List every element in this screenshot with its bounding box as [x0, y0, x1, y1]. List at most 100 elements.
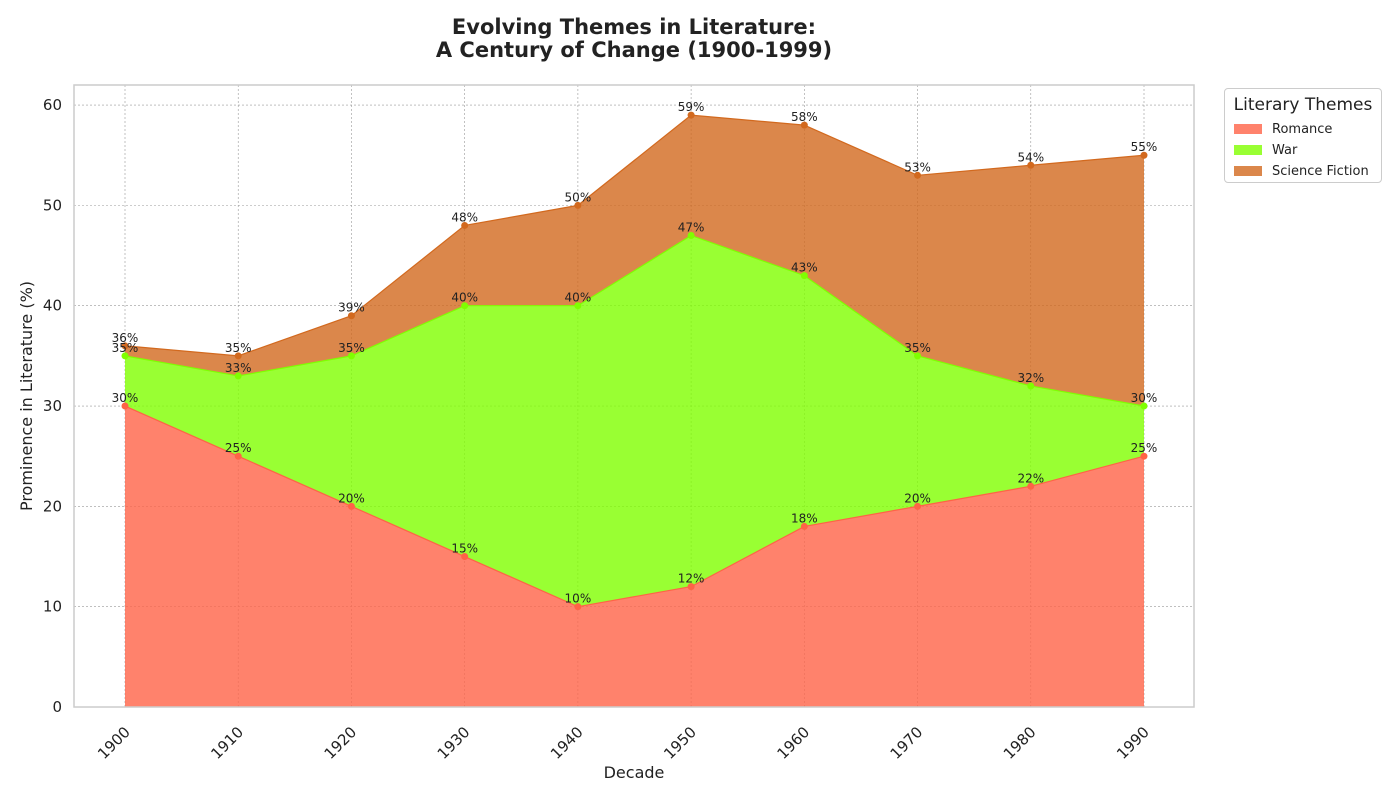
- legend-swatch-war: [1234, 145, 1262, 155]
- line-war: [124, 234, 1145, 407]
- marker-science-fiction-1970: [914, 171, 922, 179]
- legend-title: Literary Themes: [1233, 95, 1373, 115]
- marker-science-fiction-1910: [234, 352, 242, 360]
- marker-war-1960: [800, 272, 808, 280]
- x-tick-label-1920: 1920: [321, 723, 361, 763]
- data-label-romance-1950: 12%: [678, 572, 705, 586]
- x-tick-label-1910: 1910: [207, 723, 247, 763]
- chart-title-line1: Evolving Themes in Literature:: [452, 15, 816, 39]
- data-label-romance-1930: 15%: [451, 542, 478, 556]
- data-label-war-1940: 40%: [565, 291, 592, 305]
- marker-romance-1980: [1027, 482, 1035, 490]
- data-label-war-1970: 35%: [904, 341, 931, 355]
- marker-war-1900: [121, 352, 129, 360]
- line-science-fiction: [124, 114, 1145, 357]
- data-label-romance-1990: 25%: [1131, 441, 1158, 455]
- data-label-romance-1980: 22%: [1017, 471, 1044, 485]
- x-tick-label-1930: 1930: [434, 723, 474, 763]
- area-science-fiction: [125, 115, 1144, 407]
- marker-science-fiction-1950: [687, 111, 695, 119]
- marker-romance-1910: [234, 452, 242, 460]
- marker-science-fiction-1930: [461, 221, 469, 229]
- x-axis-label: Decade: [604, 763, 665, 782]
- data-label-romance-1910: 25%: [225, 441, 252, 455]
- y-tick-label-30: 30: [43, 397, 62, 415]
- y-tick-label-20: 20: [43, 497, 62, 515]
- data-label-science-fiction-1960: 58%: [791, 110, 818, 124]
- marker-war-1990: [1140, 402, 1148, 410]
- data-label-war-1960: 43%: [791, 261, 818, 275]
- y-tick-label-10: 10: [43, 598, 62, 616]
- marker-science-fiction-1920: [347, 312, 355, 320]
- data-label-science-fiction-1900: 36%: [112, 331, 139, 345]
- legend-swatch-romance: [1234, 124, 1262, 134]
- data-label-layer: 30% 25% 20% 15% 10% 12% 18% 20% 22% 25% 35% 33% 35% 4…: [112, 100, 1158, 606]
- data-label-science-fiction-1930: 48%: [451, 210, 478, 224]
- area-layer: [121, 111, 1148, 707]
- data-label-science-fiction-1990: 55%: [1131, 140, 1158, 154]
- legend-item-war: War: [1234, 141, 1297, 159]
- data-label-war-1990: 30%: [1131, 391, 1158, 405]
- marker-science-fiction-1980: [1027, 161, 1035, 169]
- marker-science-fiction-1990: [1140, 151, 1148, 159]
- marker-romance-1930: [461, 553, 469, 561]
- y-axis-label: Prominence in Literature (%): [17, 281, 36, 511]
- marker-war-1940: [574, 302, 582, 310]
- marker-romance-1950: [687, 583, 695, 591]
- marker-war-1930: [461, 302, 469, 310]
- data-label-romance-1960: 18%: [791, 511, 818, 525]
- y-tick-label-60: 60: [43, 96, 62, 114]
- marker-romance-1960: [800, 522, 808, 530]
- legend-label-romance: Romance: [1272, 121, 1333, 137]
- x-tick-label-1960: 1960: [773, 723, 813, 763]
- data-label-science-fiction-1940: 50%: [565, 190, 592, 204]
- area-war: [125, 235, 1144, 607]
- marker-war-1970: [914, 352, 922, 360]
- x-tick-label-1950: 1950: [660, 723, 700, 763]
- x-tick-label-1990: 1990: [1113, 723, 1153, 763]
- x-tick-label-1970: 1970: [887, 723, 927, 763]
- line-romance: [124, 405, 1145, 608]
- data-label-science-fiction-1910: 35%: [225, 341, 252, 355]
- marker-war-1920: [347, 352, 355, 360]
- data-label-war-1920: 35%: [338, 341, 365, 355]
- data-label-science-fiction-1920: 39%: [338, 301, 365, 315]
- marker-romance-1900: [121, 402, 129, 410]
- y-tick-label-50: 50: [43, 196, 62, 214]
- legend-item-science-fiction: Science Fiction: [1234, 162, 1369, 180]
- chart-title-line2: A Century of Change (1900-1999): [436, 38, 832, 62]
- data-label-science-fiction-1950: 59%: [678, 100, 705, 114]
- legend: Literary Themes Romance War Science Fict…: [1224, 88, 1382, 183]
- marker-romance-1920: [347, 502, 355, 510]
- marker-war-1980: [1027, 382, 1035, 390]
- x-tick-label-1900: 1900: [94, 723, 134, 763]
- plot-frame: [73, 84, 1195, 708]
- marker-romance-1940: [574, 603, 582, 611]
- marker-science-fiction-1960: [800, 121, 808, 129]
- marker-romance-1990: [1140, 452, 1148, 460]
- marker-romance-1970: [914, 502, 922, 510]
- data-label-science-fiction-1970: 53%: [904, 160, 931, 174]
- legend-item-romance: Romance: [1234, 120, 1332, 138]
- legend-label-science-fiction: Science Fiction: [1272, 163, 1369, 179]
- data-label-war-1980: 32%: [1017, 371, 1044, 385]
- legend-swatch-science-fiction: [1234, 166, 1262, 176]
- data-label-romance-1940: 10%: [565, 592, 592, 606]
- x-tick-label-1980: 1980: [1000, 723, 1040, 763]
- y-tick-label-0: 0: [52, 698, 62, 716]
- data-label-war-1910: 33%: [225, 361, 252, 375]
- data-label-romance-1970: 20%: [904, 491, 931, 505]
- y-tick-label-40: 40: [43, 297, 62, 315]
- data-label-romance-1900: 30%: [112, 391, 139, 405]
- marker-war-1950: [687, 231, 695, 239]
- marker-war-1910: [234, 372, 242, 380]
- data-label-romance-1920: 20%: [338, 491, 365, 505]
- area-romance: [125, 406, 1144, 707]
- marker-science-fiction-1900: [121, 342, 129, 350]
- data-label-war-1950: 47%: [678, 220, 705, 234]
- data-label-war-1900: 35%: [112, 341, 139, 355]
- data-label-science-fiction-1980: 54%: [1017, 150, 1044, 164]
- data-label-war-1930: 40%: [451, 291, 478, 305]
